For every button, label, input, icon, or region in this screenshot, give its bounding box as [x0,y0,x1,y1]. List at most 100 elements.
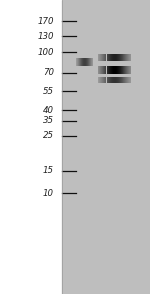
Text: 170: 170 [38,17,54,26]
Bar [98,77,99,83]
Bar [116,77,117,83]
Bar [115,77,116,83]
Bar [107,77,108,83]
Bar [107,66,108,74]
Bar [118,77,119,83]
Bar [120,77,121,83]
Bar [107,54,108,61]
Text: 55: 55 [43,87,54,96]
Text: 40: 40 [43,106,54,115]
Text: 70: 70 [43,69,54,77]
Text: 100: 100 [38,48,54,57]
Bar [98,66,99,74]
Bar [106,77,107,83]
Bar [106,66,107,74]
Text: 10: 10 [43,189,54,198]
Bar [122,66,123,74]
Bar [105,77,106,83]
Bar [113,77,114,83]
Bar [112,77,113,83]
Bar [126,77,127,83]
Bar [124,66,125,74]
Bar [119,54,120,61]
Bar [106,54,107,61]
Bar [129,77,130,83]
Bar [103,54,104,61]
Bar [109,77,110,83]
Bar [121,77,122,83]
Bar [98,54,99,61]
Bar [122,77,123,83]
Bar [100,66,101,74]
Bar [117,77,118,83]
Bar [130,66,131,74]
Bar [129,66,130,74]
Bar [103,77,104,83]
Bar [127,54,128,61]
Bar [100,77,101,83]
Bar [128,77,129,83]
Bar [100,77,101,83]
Bar [104,54,105,61]
Bar [120,54,121,61]
Bar [130,77,131,83]
Bar [101,77,102,83]
Bar [99,54,100,61]
Bar [105,66,106,74]
Bar [103,66,104,74]
Bar [118,77,119,83]
Bar [120,66,121,74]
Bar [123,66,124,74]
Bar [103,66,104,74]
Bar [110,66,111,74]
Bar [110,54,111,61]
Bar [119,66,120,74]
Bar [117,66,118,74]
Bar [126,66,127,74]
Bar [111,66,112,74]
Bar [114,77,115,83]
Bar [111,54,112,61]
Bar [113,66,114,74]
Bar [112,66,113,74]
Text: 35: 35 [43,116,54,125]
Bar [114,54,115,61]
Text: 25: 25 [43,131,54,140]
Bar [118,66,119,74]
Bar [123,54,124,61]
Bar [108,77,109,83]
Bar [99,77,100,83]
Bar [108,54,109,61]
Bar [128,54,129,61]
Bar [100,54,101,61]
Bar [103,77,104,83]
Bar [109,66,110,74]
Bar [116,54,117,61]
Bar [62,0,150,294]
Bar [123,77,124,83]
Bar [116,66,117,74]
Bar [104,77,105,83]
Bar [124,54,125,61]
Bar [101,66,102,74]
Bar [127,66,128,74]
Bar [128,66,129,74]
Text: 15: 15 [43,166,54,175]
Bar [118,66,119,74]
Bar [99,66,100,74]
Bar [110,77,111,83]
Bar [108,66,109,74]
Text: 130: 130 [38,32,54,41]
Bar [100,66,101,74]
Bar [124,77,125,83]
Bar [129,54,130,61]
Bar [100,54,101,61]
Bar [101,54,102,61]
Bar [113,54,114,61]
Bar [102,77,103,83]
Bar [122,54,123,61]
Bar [119,77,120,83]
Bar [115,66,116,74]
Bar [109,54,110,61]
Bar [121,66,122,74]
